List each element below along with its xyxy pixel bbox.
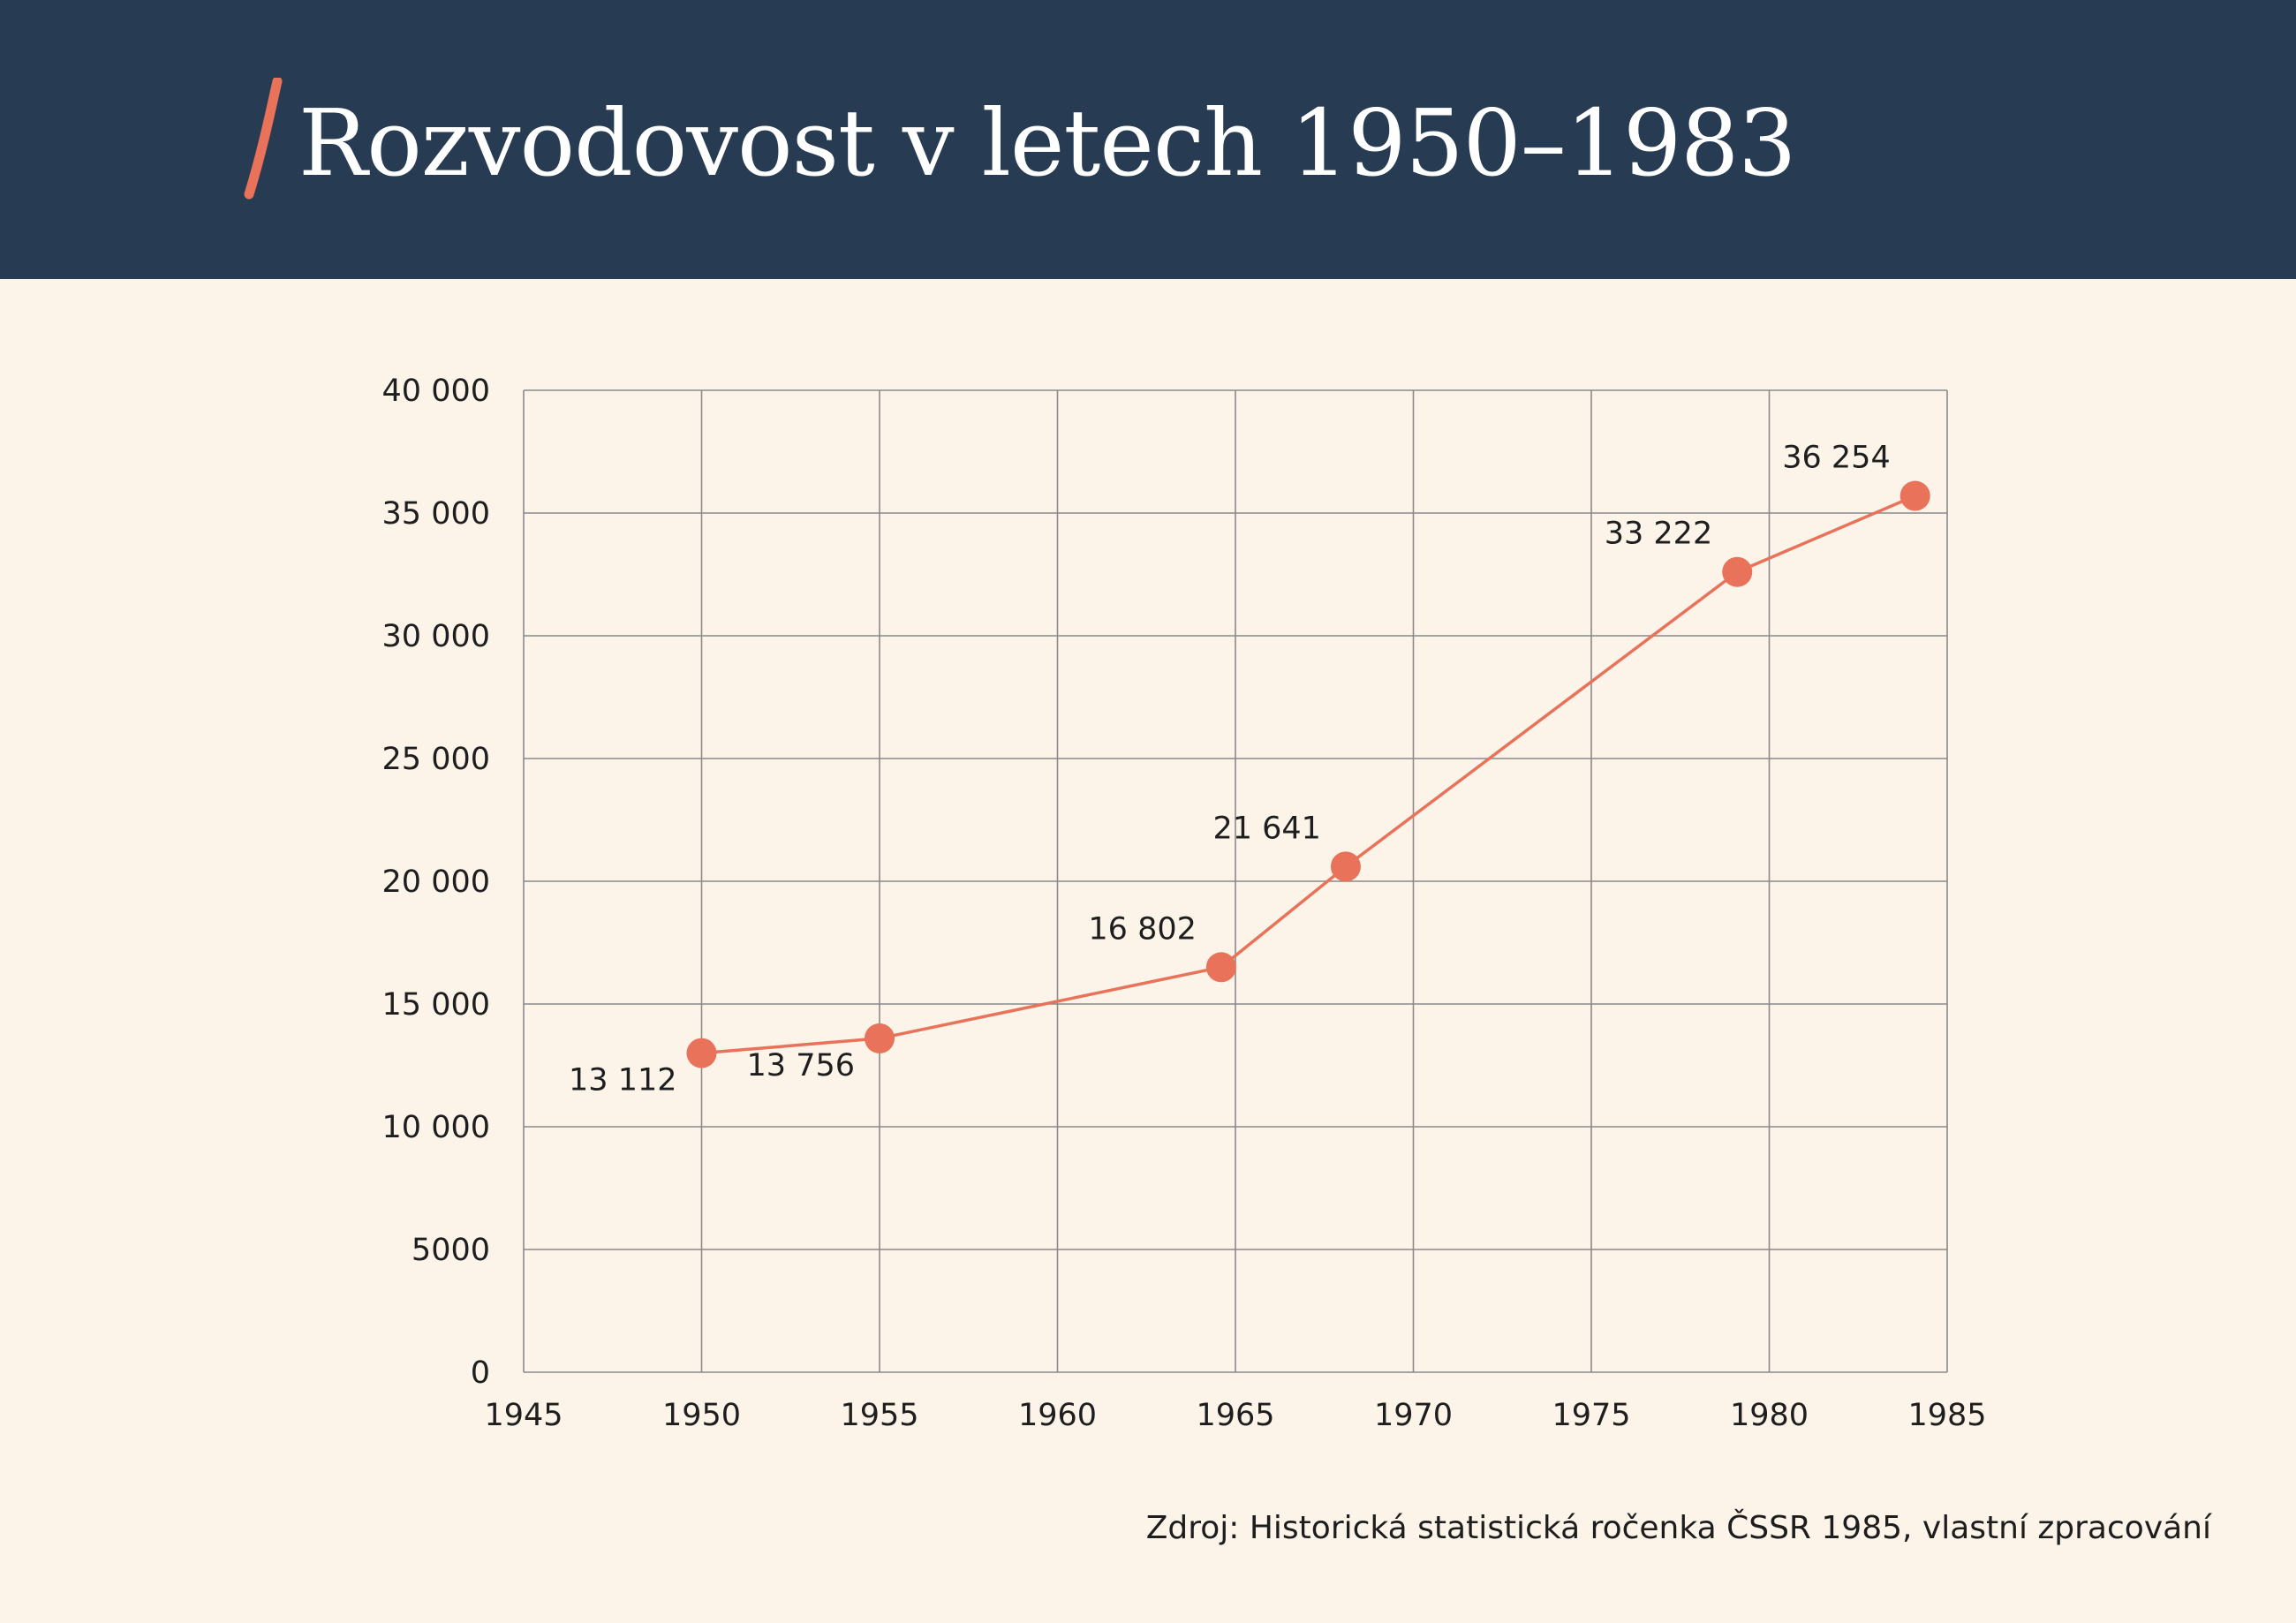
series-line xyxy=(701,494,1916,1055)
data-point xyxy=(1722,556,1753,587)
data-point xyxy=(1899,480,1930,511)
y-tick-label: 0 xyxy=(471,1355,490,1391)
x-tick-label: 1980 xyxy=(1730,1398,1809,1433)
grid-layer xyxy=(523,389,1948,1373)
source-note: Zdroj: Historická statistická ročenka ČS… xyxy=(1145,1510,2211,1546)
x-tick-label: 1950 xyxy=(662,1398,741,1433)
x-tick-label: 1960 xyxy=(1018,1398,1097,1433)
y-tick-label: 40 000 xyxy=(382,374,490,409)
y-tick-label: 20 000 xyxy=(382,864,490,900)
x-tick-label: 1975 xyxy=(1552,1398,1630,1433)
x-tick-label: 1985 xyxy=(1907,1398,1986,1433)
label-layer: 13 112 13 756 16 802 21 641 33 222 36 254 xyxy=(569,441,1891,1098)
data-point xyxy=(865,1023,895,1053)
data-label: 16 802 xyxy=(1088,911,1196,947)
y-tick-label: 35 000 xyxy=(382,496,490,532)
data-point xyxy=(686,1038,717,1068)
y-tick-label: 30 000 xyxy=(382,619,490,654)
x-tick-label: 1965 xyxy=(1196,1398,1274,1433)
tick-layer: 1945 1950 1955 1960 1965 1970 1975 1980 1985 0 500… xyxy=(382,374,1987,1433)
data-point xyxy=(1205,952,1236,983)
header-banner xyxy=(0,0,2296,279)
x-tick-label: 1945 xyxy=(484,1398,563,1433)
data-label: 36 254 xyxy=(1782,441,1890,476)
data-label: 13 112 xyxy=(569,1063,676,1098)
y-tick-label: 5000 xyxy=(412,1233,490,1268)
y-tick-label: 15 000 xyxy=(382,987,490,1023)
accent-stroke-icon xyxy=(244,78,283,200)
data-point xyxy=(1330,851,1361,882)
data-label: 21 641 xyxy=(1212,811,1320,846)
data-label: 33 222 xyxy=(1605,517,1712,552)
x-tick-label: 1970 xyxy=(1374,1398,1453,1433)
y-tick-label: 10 000 xyxy=(382,1110,490,1145)
page-title: Rozvodovost v letech 1950–1983 xyxy=(298,89,1796,197)
y-tick-label: 25 000 xyxy=(382,742,490,777)
series-layer xyxy=(686,480,1930,1068)
data-label: 13 756 xyxy=(747,1048,855,1083)
x-tick-label: 1955 xyxy=(840,1398,918,1433)
